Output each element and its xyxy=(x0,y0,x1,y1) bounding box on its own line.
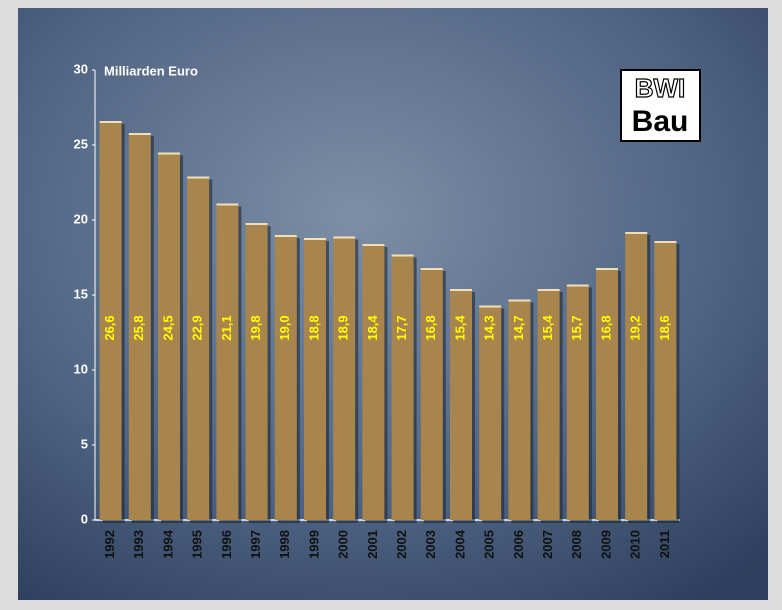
y-tick-label: 5 xyxy=(81,436,88,451)
bar xyxy=(625,232,647,520)
y-tick-label: 15 xyxy=(74,286,88,301)
bar-top xyxy=(596,268,618,270)
bar-top xyxy=(392,255,414,257)
page: Milliarden Euro BWI Bau 0 5 10 15 20 25 30 1992… xyxy=(0,0,782,610)
y-axis-title: Milliarden Euro xyxy=(104,63,198,78)
x-tick-label: 1994 xyxy=(160,529,175,559)
x-tick-label: 2007 xyxy=(540,530,555,559)
x-tick-label: 2002 xyxy=(394,530,409,559)
bar-top xyxy=(100,121,122,123)
value-label: 15,4 xyxy=(540,315,555,341)
x-tick-label: 1998 xyxy=(277,530,292,559)
bar-top xyxy=(508,300,530,302)
value-label: 15,4 xyxy=(452,315,467,341)
bar xyxy=(362,244,384,520)
value-label: 18,9 xyxy=(336,315,351,340)
bar xyxy=(654,241,676,520)
bar-top xyxy=(333,237,355,239)
bar-top xyxy=(158,153,180,155)
x-tick-label: 1999 xyxy=(306,530,321,559)
bar xyxy=(392,255,414,521)
value-label: 14,3 xyxy=(482,315,497,340)
value-label: 18,4 xyxy=(365,315,380,341)
value-label: 25,8 xyxy=(131,315,146,340)
value-label: 19,0 xyxy=(277,315,292,340)
value-label: 18,8 xyxy=(306,315,321,340)
bar-top xyxy=(479,306,501,308)
bar xyxy=(216,204,238,521)
bar-top xyxy=(421,268,443,270)
bar xyxy=(304,238,326,520)
value-label: 17,7 xyxy=(394,315,409,340)
logo: BWI Bau xyxy=(621,70,700,141)
y-tick-label: 0 xyxy=(81,511,88,526)
value-label: 19,2 xyxy=(628,315,643,340)
x-tick-label: 2011 xyxy=(657,530,672,558)
chart: Milliarden Euro BWI Bau 0 5 10 15 20 25 30 1992… xyxy=(0,0,782,610)
bar xyxy=(246,223,268,520)
value-label: 26,6 xyxy=(102,315,117,340)
bar-top xyxy=(654,241,676,243)
value-label: 15,7 xyxy=(569,315,584,340)
bar xyxy=(421,268,443,520)
x-tick-label: 2000 xyxy=(336,530,351,559)
value-label: 24,5 xyxy=(160,315,175,340)
y-tick-label: 20 xyxy=(74,211,88,226)
bar xyxy=(275,235,297,520)
y-tick-label: 25 xyxy=(74,136,88,151)
x-tick-label: 1993 xyxy=(131,530,146,559)
logo-line1: BWI xyxy=(635,73,686,103)
bar xyxy=(596,268,618,520)
x-tick-label: 1992 xyxy=(102,530,117,559)
bar-top xyxy=(567,285,589,287)
bar-top xyxy=(216,204,238,206)
x-tick-label: 1996 xyxy=(219,530,234,559)
bar-top xyxy=(362,244,384,246)
x-tick-label: 2009 xyxy=(598,530,613,559)
y-tick-label: 30 xyxy=(74,61,88,76)
bar xyxy=(333,237,355,521)
y-tick-label: 10 xyxy=(74,361,88,376)
bar-top xyxy=(304,238,326,240)
x-tick-label: 2004 xyxy=(452,529,467,559)
x-tick-label: 1997 xyxy=(248,530,263,559)
x-tick-label: 1995 xyxy=(190,530,205,559)
x-tick-label: 2006 xyxy=(511,530,526,559)
bar-top xyxy=(538,289,560,291)
bar-top xyxy=(450,289,472,291)
value-label: 19,8 xyxy=(248,315,263,340)
bar-top xyxy=(187,177,209,179)
bar-top xyxy=(129,133,151,135)
value-label: 14,7 xyxy=(511,315,526,340)
x-tick-label: 2003 xyxy=(423,530,438,559)
bar-top xyxy=(246,223,268,225)
bar xyxy=(187,177,209,521)
bar-top xyxy=(625,232,647,234)
x-tick-label: 2001 xyxy=(365,530,380,559)
logo-line2: Bau xyxy=(632,105,689,138)
x-tick-label: 2008 xyxy=(569,530,584,559)
value-label: 16,8 xyxy=(598,315,613,340)
bar-top xyxy=(275,235,297,237)
value-label: 16,8 xyxy=(423,315,438,340)
value-label: 18,6 xyxy=(657,315,672,340)
value-label: 21,1 xyxy=(219,315,234,340)
x-tick-label: 2005 xyxy=(482,530,497,559)
x-tick-label: 2010 xyxy=(628,530,643,559)
value-label: 22,9 xyxy=(190,315,205,340)
